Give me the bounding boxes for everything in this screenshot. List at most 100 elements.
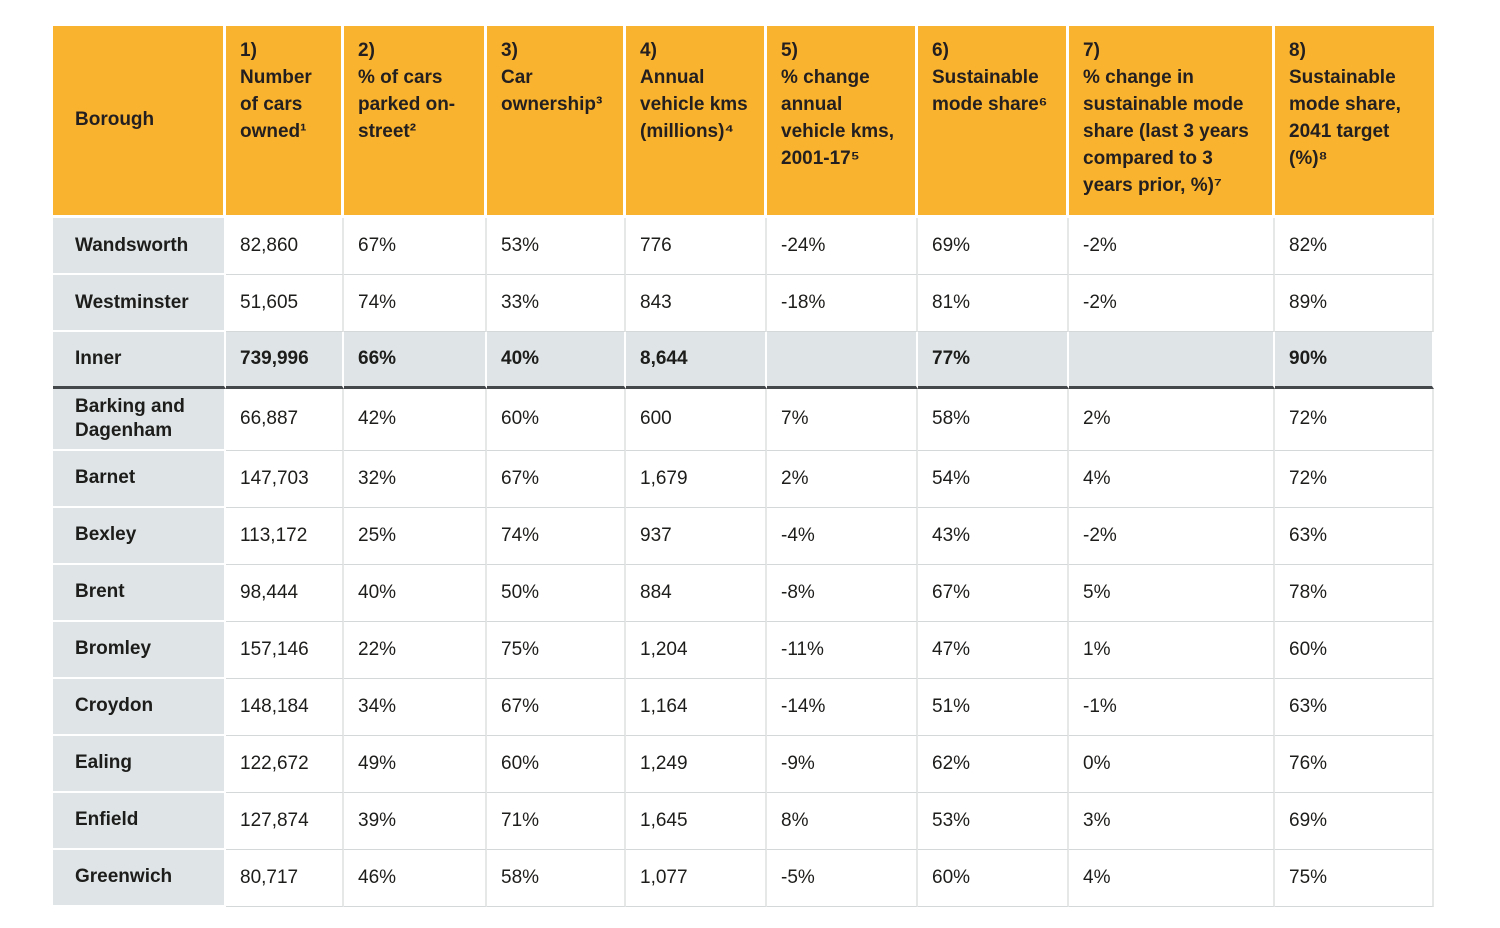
value-cell: 39% bbox=[344, 792, 487, 850]
value-cell bbox=[767, 332, 918, 389]
value-cell: 60% bbox=[918, 849, 1069, 907]
header-row: Borough 1) Number of cars owned¹ 2) % of… bbox=[53, 26, 1434, 218]
value-cell: 40% bbox=[487, 332, 626, 389]
column-header-pct-change-annual-vehicle-kms: 5) % change annual vehicle kms, 2001-17⁵ bbox=[767, 26, 918, 218]
value-cell: 60% bbox=[487, 389, 626, 451]
value-cell: -1% bbox=[1069, 678, 1275, 736]
value-cell: 82% bbox=[1275, 218, 1434, 275]
value-cell: 157,146 bbox=[226, 621, 344, 679]
value-cell: 47% bbox=[918, 621, 1069, 679]
value-cell: 51,605 bbox=[226, 275, 344, 332]
value-cell: 46% bbox=[344, 849, 487, 907]
value-cell: 63% bbox=[1275, 678, 1434, 736]
value-cell: 54% bbox=[918, 450, 1069, 508]
value-cell: 148,184 bbox=[226, 678, 344, 736]
value-cell: 43% bbox=[918, 507, 1069, 565]
table-row: Barking and Dagenham 66,887 42% 60% 600 … bbox=[53, 389, 1434, 451]
value-cell: 67% bbox=[487, 450, 626, 508]
value-cell: 98,444 bbox=[226, 564, 344, 622]
value-cell: -14% bbox=[767, 678, 918, 736]
borough-cell: Croydon bbox=[53, 678, 226, 736]
value-cell: 51% bbox=[918, 678, 1069, 736]
table-body: Wandsworth 82,860 67% 53% 776 -24% 69% -… bbox=[53, 218, 1434, 907]
value-cell: 75% bbox=[487, 621, 626, 679]
value-cell: 50% bbox=[487, 564, 626, 622]
value-cell: -24% bbox=[767, 218, 918, 275]
value-cell: 1,679 bbox=[626, 450, 767, 508]
value-cell: 843 bbox=[626, 275, 767, 332]
value-cell: 60% bbox=[487, 735, 626, 793]
value-cell: -8% bbox=[767, 564, 918, 622]
value-cell: 3% bbox=[1069, 792, 1275, 850]
value-cell: 67% bbox=[487, 678, 626, 736]
value-cell: 1,249 bbox=[626, 735, 767, 793]
value-cell: 147,703 bbox=[226, 450, 344, 508]
table-row: Westminster 51,605 74% 33% 843 -18% 81% … bbox=[53, 275, 1434, 332]
table-row: Ealing 122,672 49% 60% 1,249 -9% 62% 0% … bbox=[53, 735, 1434, 793]
value-cell: 90% bbox=[1275, 332, 1434, 389]
value-cell: 74% bbox=[344, 275, 487, 332]
value-cell: 74% bbox=[487, 507, 626, 565]
value-cell: 82,860 bbox=[226, 218, 344, 275]
value-cell: -18% bbox=[767, 275, 918, 332]
value-cell: 66,887 bbox=[226, 389, 344, 451]
column-header-pct-change-sustainable-mode-share: 7) % change in sustainable mode share (l… bbox=[1069, 26, 1275, 218]
value-cell: 776 bbox=[626, 218, 767, 275]
value-cell: 22% bbox=[344, 621, 487, 679]
borough-cell: Westminster bbox=[53, 275, 226, 332]
value-cell: 71% bbox=[487, 792, 626, 850]
value-cell: 66% bbox=[344, 332, 487, 389]
value-cell: 1,204 bbox=[626, 621, 767, 679]
borough-cell: Wandsworth bbox=[53, 218, 226, 275]
column-header-pct-cars-parked-on-street: 2) % of cars parked on-street² bbox=[344, 26, 487, 218]
value-cell: 34% bbox=[344, 678, 487, 736]
value-cell: 884 bbox=[626, 564, 767, 622]
column-header-sustainable-mode-share: 6) Sustainable mode share⁶ bbox=[918, 26, 1069, 218]
value-cell: 2% bbox=[767, 450, 918, 508]
value-cell: 122,672 bbox=[226, 735, 344, 793]
borough-cell: Brent bbox=[53, 564, 226, 622]
value-cell: 1,077 bbox=[626, 849, 767, 907]
value-cell: 49% bbox=[344, 735, 487, 793]
value-cell: 81% bbox=[918, 275, 1069, 332]
value-cell: 4% bbox=[1069, 450, 1275, 508]
value-cell: 739,996 bbox=[226, 332, 344, 389]
column-header-sustainable-mode-share-2041-target: 8) Sustainable mode share, 2041 target (… bbox=[1275, 26, 1434, 218]
value-cell: 1,164 bbox=[626, 678, 767, 736]
table-row: Wandsworth 82,860 67% 53% 776 -24% 69% -… bbox=[53, 218, 1434, 275]
borough-cell: Ealing bbox=[53, 735, 226, 793]
column-header-borough: Borough bbox=[53, 26, 226, 218]
table-row: Inner 739,996 66% 40% 8,644 77% 90% bbox=[53, 332, 1434, 389]
borough-cell: Barking and Dagenham bbox=[53, 389, 226, 451]
value-cell: 63% bbox=[1275, 507, 1434, 565]
value-cell: 2% bbox=[1069, 389, 1275, 451]
value-cell: 600 bbox=[626, 389, 767, 451]
value-cell: 8,644 bbox=[626, 332, 767, 389]
value-cell: 69% bbox=[918, 218, 1069, 275]
table-row: Greenwich 80,717 46% 58% 1,077 -5% 60% 4… bbox=[53, 849, 1434, 907]
value-cell: 1% bbox=[1069, 621, 1275, 679]
value-cell: 77% bbox=[918, 332, 1069, 389]
value-cell: 72% bbox=[1275, 389, 1434, 451]
table-row: Enfield 127,874 39% 71% 1,645 8% 53% 3% … bbox=[53, 792, 1434, 850]
value-cell: 33% bbox=[487, 275, 626, 332]
borough-cell: Greenwich bbox=[53, 849, 226, 907]
value-cell: 40% bbox=[344, 564, 487, 622]
value-cell: 76% bbox=[1275, 735, 1434, 793]
value-cell: 75% bbox=[1275, 849, 1434, 907]
table-row: Bromley 157,146 22% 75% 1,204 -11% 47% 1… bbox=[53, 621, 1434, 679]
borough-cell: Enfield bbox=[53, 792, 226, 850]
value-cell: 25% bbox=[344, 507, 487, 565]
table-row: Brent 98,444 40% 50% 884 -8% 67% 5% 78% bbox=[53, 564, 1434, 622]
value-cell: 67% bbox=[918, 564, 1069, 622]
value-cell: 0% bbox=[1069, 735, 1275, 793]
value-cell bbox=[1069, 332, 1275, 389]
value-cell: -2% bbox=[1069, 507, 1275, 565]
value-cell: 62% bbox=[918, 735, 1069, 793]
borough-statistics-table: Borough 1) Number of cars owned¹ 2) % of… bbox=[53, 26, 1434, 907]
value-cell: 937 bbox=[626, 507, 767, 565]
value-cell: 60% bbox=[1275, 621, 1434, 679]
value-cell: -4% bbox=[767, 507, 918, 565]
borough-cell: Bromley bbox=[53, 621, 226, 679]
